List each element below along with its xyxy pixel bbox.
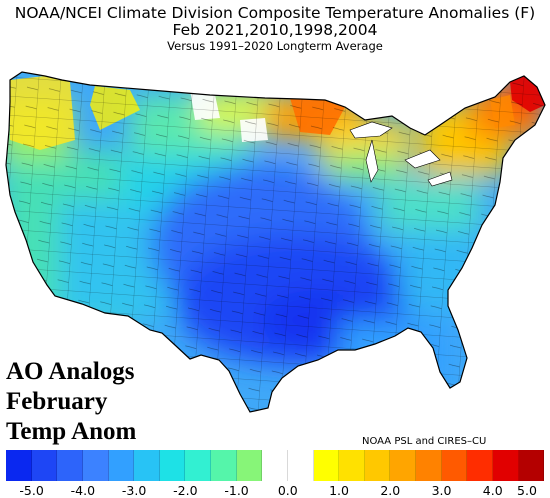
overlay-line-3: Temp Anom [6,418,137,445]
legend-swatch [287,450,314,481]
us-anomaly-map [5,71,546,413]
legend-swatch [6,450,32,481]
legend-swatch [82,450,109,481]
legend-swatch [262,450,288,481]
legend-tick-label: -2.0 [173,483,198,498]
legend-swatch [57,450,83,481]
legend-tick-label: 1.0 [329,483,349,498]
legend-tick-label: -1.0 [224,483,249,498]
overlay-line-2: February [6,388,108,415]
legend-swatch [134,450,160,481]
legend-ticks: -5.0 -4.0 -3.0 -2.0 -1.0 0.0 1.0 2.0 3.0 4.0 5.0 [0,483,550,498]
legend-tick-label: -5.0 [19,483,44,498]
legend-tick-label: 5.0 [517,483,537,498]
legend-tick-label: -4.0 [70,483,96,498]
legend-swatch [518,450,545,481]
legend-swatch [108,450,135,481]
legend-tick-label: 4.0 [482,483,503,498]
legend-swatch [441,450,468,481]
baseline-note: Versus 1991–2020 Longterm Average [167,39,383,53]
legend-swatch [492,450,519,481]
legend-swatch [467,450,493,481]
analog-years: Feb 2021,2010,1998,2004 [172,21,378,39]
legend-swatch [185,450,211,481]
legend-swatch [236,450,263,481]
overlay-line-1: AO Analogs [6,358,135,385]
color-legend [6,450,545,481]
legend-tick-label: -3.0 [121,483,147,498]
legend-swatch [364,450,391,481]
legend-swatch [313,450,340,481]
legend-swatch [416,450,442,481]
legend-swatch [390,450,416,481]
legend-tick-label: 2.0 [380,483,401,498]
legend-tick-label: 3.0 [431,483,452,498]
legend-tick-label: 0.0 [277,483,298,498]
credit-label: NOAA PSL and CIRES–CU [362,436,487,447]
legend-swatch [31,450,58,481]
legend-swatch [159,450,186,481]
legend-swatch [211,450,237,481]
map-title: NOAA/NCEI Climate Division Composite Tem… [14,4,536,22]
legend-swatch [339,450,365,481]
